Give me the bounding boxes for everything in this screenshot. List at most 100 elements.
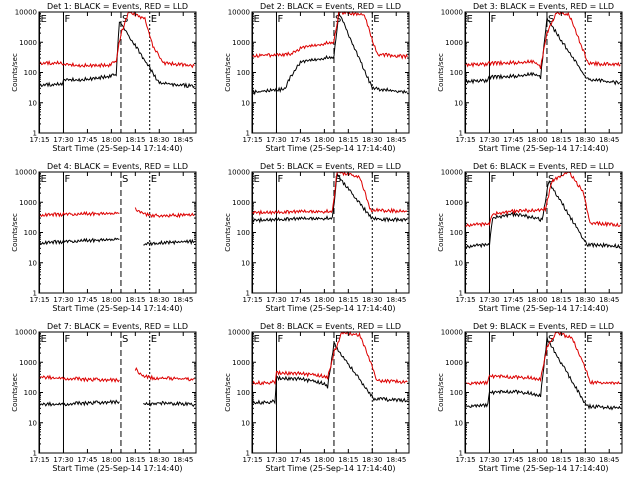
y-tick-label: 10000: [15, 169, 37, 177]
x-tick-label: 18:30: [575, 136, 595, 144]
y-axis-label: Counts/sec: [224, 53, 232, 92]
y-tick-label: 1000: [232, 199, 250, 207]
x-tick-label: 18:15: [338, 136, 358, 144]
x-tick-label: 18:30: [149, 136, 169, 144]
marker-label: E: [373, 334, 379, 345]
y-tick-label: 1: [33, 450, 37, 458]
plot-frame: [38, 171, 197, 294]
marker-label: S: [548, 14, 554, 25]
x-tick-label: 18:15: [338, 456, 358, 464]
y-tick-label: 10000: [15, 9, 37, 17]
y-tick-label: 100: [237, 229, 250, 237]
y-axis-label: Counts/sec: [224, 373, 232, 412]
series-line: [465, 11, 621, 70]
x-tick-label: 18:15: [551, 456, 571, 464]
series-line: [252, 330, 408, 386]
y-tick-label: 10000: [441, 169, 463, 177]
panel-title: Det 6: BLACK = Events, RED = LLD: [473, 162, 614, 171]
x-tick-label: 18:30: [575, 456, 595, 464]
y-tick-label: 100: [237, 69, 250, 77]
marker-label: E: [373, 174, 379, 185]
x-tick-label: 17:15: [455, 296, 475, 304]
y-tick-label: 1000: [445, 39, 463, 47]
series-line: [465, 171, 621, 228]
marker-label: S: [122, 14, 128, 25]
marker-label: F: [64, 174, 70, 185]
x-tick-label: 18:30: [362, 296, 382, 304]
marker-label: E: [41, 174, 47, 185]
x-tick-label: 18:45: [386, 296, 406, 304]
y-tick-label: 10: [28, 259, 37, 267]
y-tick-label: 10000: [441, 329, 463, 337]
x-axis-label: Start Time (25-Sep-14 17:14:40): [52, 464, 182, 473]
x-tick-label: 17:45: [503, 136, 523, 144]
y-axis-label: Counts/sec: [11, 53, 19, 92]
x-tick-label: 17:30: [266, 136, 286, 144]
y-tick-label: 1: [459, 130, 463, 138]
series-line: [465, 336, 621, 411]
series-line: [39, 399, 120, 407]
marker-label: F: [277, 334, 283, 345]
detector-panel-4: E F S E 1 10 100 1000 10000 17:15 17:30 17:45 18:00 1…: [11, 162, 197, 313]
y-tick-label: 1000: [19, 199, 37, 207]
y-tick-label: 1: [459, 290, 463, 298]
marker-label: E: [467, 14, 473, 25]
plot-frame: [251, 11, 410, 134]
panel-title: Det 7: BLACK = Events, RED = LLD: [47, 322, 188, 331]
marker-label: E: [41, 334, 47, 345]
series-line: [465, 331, 621, 386]
x-tick-label: 18:15: [551, 136, 571, 144]
y-tick-label: 10: [28, 99, 37, 107]
y-tick-label: 10: [454, 419, 463, 427]
y-tick-label: 10000: [441, 9, 463, 17]
y-tick-label: 100: [450, 389, 463, 397]
marker-label: E: [254, 174, 260, 185]
y-tick-label: 1000: [232, 39, 250, 47]
x-tick-label: 17:30: [266, 296, 286, 304]
y-axis-label: Counts/sec: [11, 213, 19, 252]
plot-frame: [38, 331, 197, 454]
x-tick-label: 17:30: [479, 136, 499, 144]
y-axis-label: Counts/sec: [437, 373, 445, 412]
x-tick-label: 18:45: [173, 296, 193, 304]
marker-label: S: [335, 174, 341, 185]
y-tick-label: 100: [450, 69, 463, 77]
series-line: [252, 11, 408, 96]
y-tick-label: 10: [28, 419, 37, 427]
marker-label: S: [122, 334, 128, 345]
x-axis-label: Start Time (25-Sep-14 17:14:40): [52, 304, 182, 313]
y-tick-label: 100: [24, 389, 37, 397]
marker-label: E: [151, 174, 157, 185]
x-tick-label: 18:15: [551, 296, 571, 304]
marker-label: E: [151, 14, 157, 25]
y-tick-label: 10000: [15, 329, 37, 337]
detector-panel-1: E F S E 1 10 100 1000 10000 17:15 17:30 17:45 18:00 1…: [11, 2, 197, 153]
series-line: [39, 374, 120, 384]
marker-label: F: [490, 334, 496, 345]
x-tick-label: 17:15: [29, 456, 49, 464]
series-line: [252, 173, 408, 224]
y-tick-label: 1: [246, 450, 250, 458]
x-tick-label: 18:00: [527, 136, 547, 144]
x-tick-label: 17:15: [242, 136, 262, 144]
marker-label: E: [254, 334, 260, 345]
detector-panel-8: E F F E 1 10 100 1000 10000 17:15 17:30 17:45 18:00 1…: [224, 322, 410, 473]
x-tick-label: 18:15: [125, 296, 145, 304]
marker-label: E: [586, 334, 592, 345]
y-tick-label: 10: [241, 259, 250, 267]
x-tick-label: 17:15: [29, 296, 49, 304]
x-tick-label: 18:45: [599, 456, 619, 464]
y-axis-label: Counts/sec: [437, 53, 445, 92]
x-tick-label: 17:15: [242, 296, 262, 304]
y-axis-label: Counts/sec: [437, 213, 445, 252]
marker-label: F: [64, 334, 70, 345]
marker-label: S: [548, 174, 554, 185]
x-tick-label: 18:30: [362, 456, 382, 464]
y-tick-label: 1: [33, 290, 37, 298]
y-tick-label: 1: [459, 450, 463, 458]
y-tick-label: 1: [33, 130, 37, 138]
y-tick-label: 100: [450, 229, 463, 237]
x-tick-label: 17:30: [479, 296, 499, 304]
x-tick-label: 18:00: [314, 136, 334, 144]
y-tick-label: 100: [24, 229, 37, 237]
